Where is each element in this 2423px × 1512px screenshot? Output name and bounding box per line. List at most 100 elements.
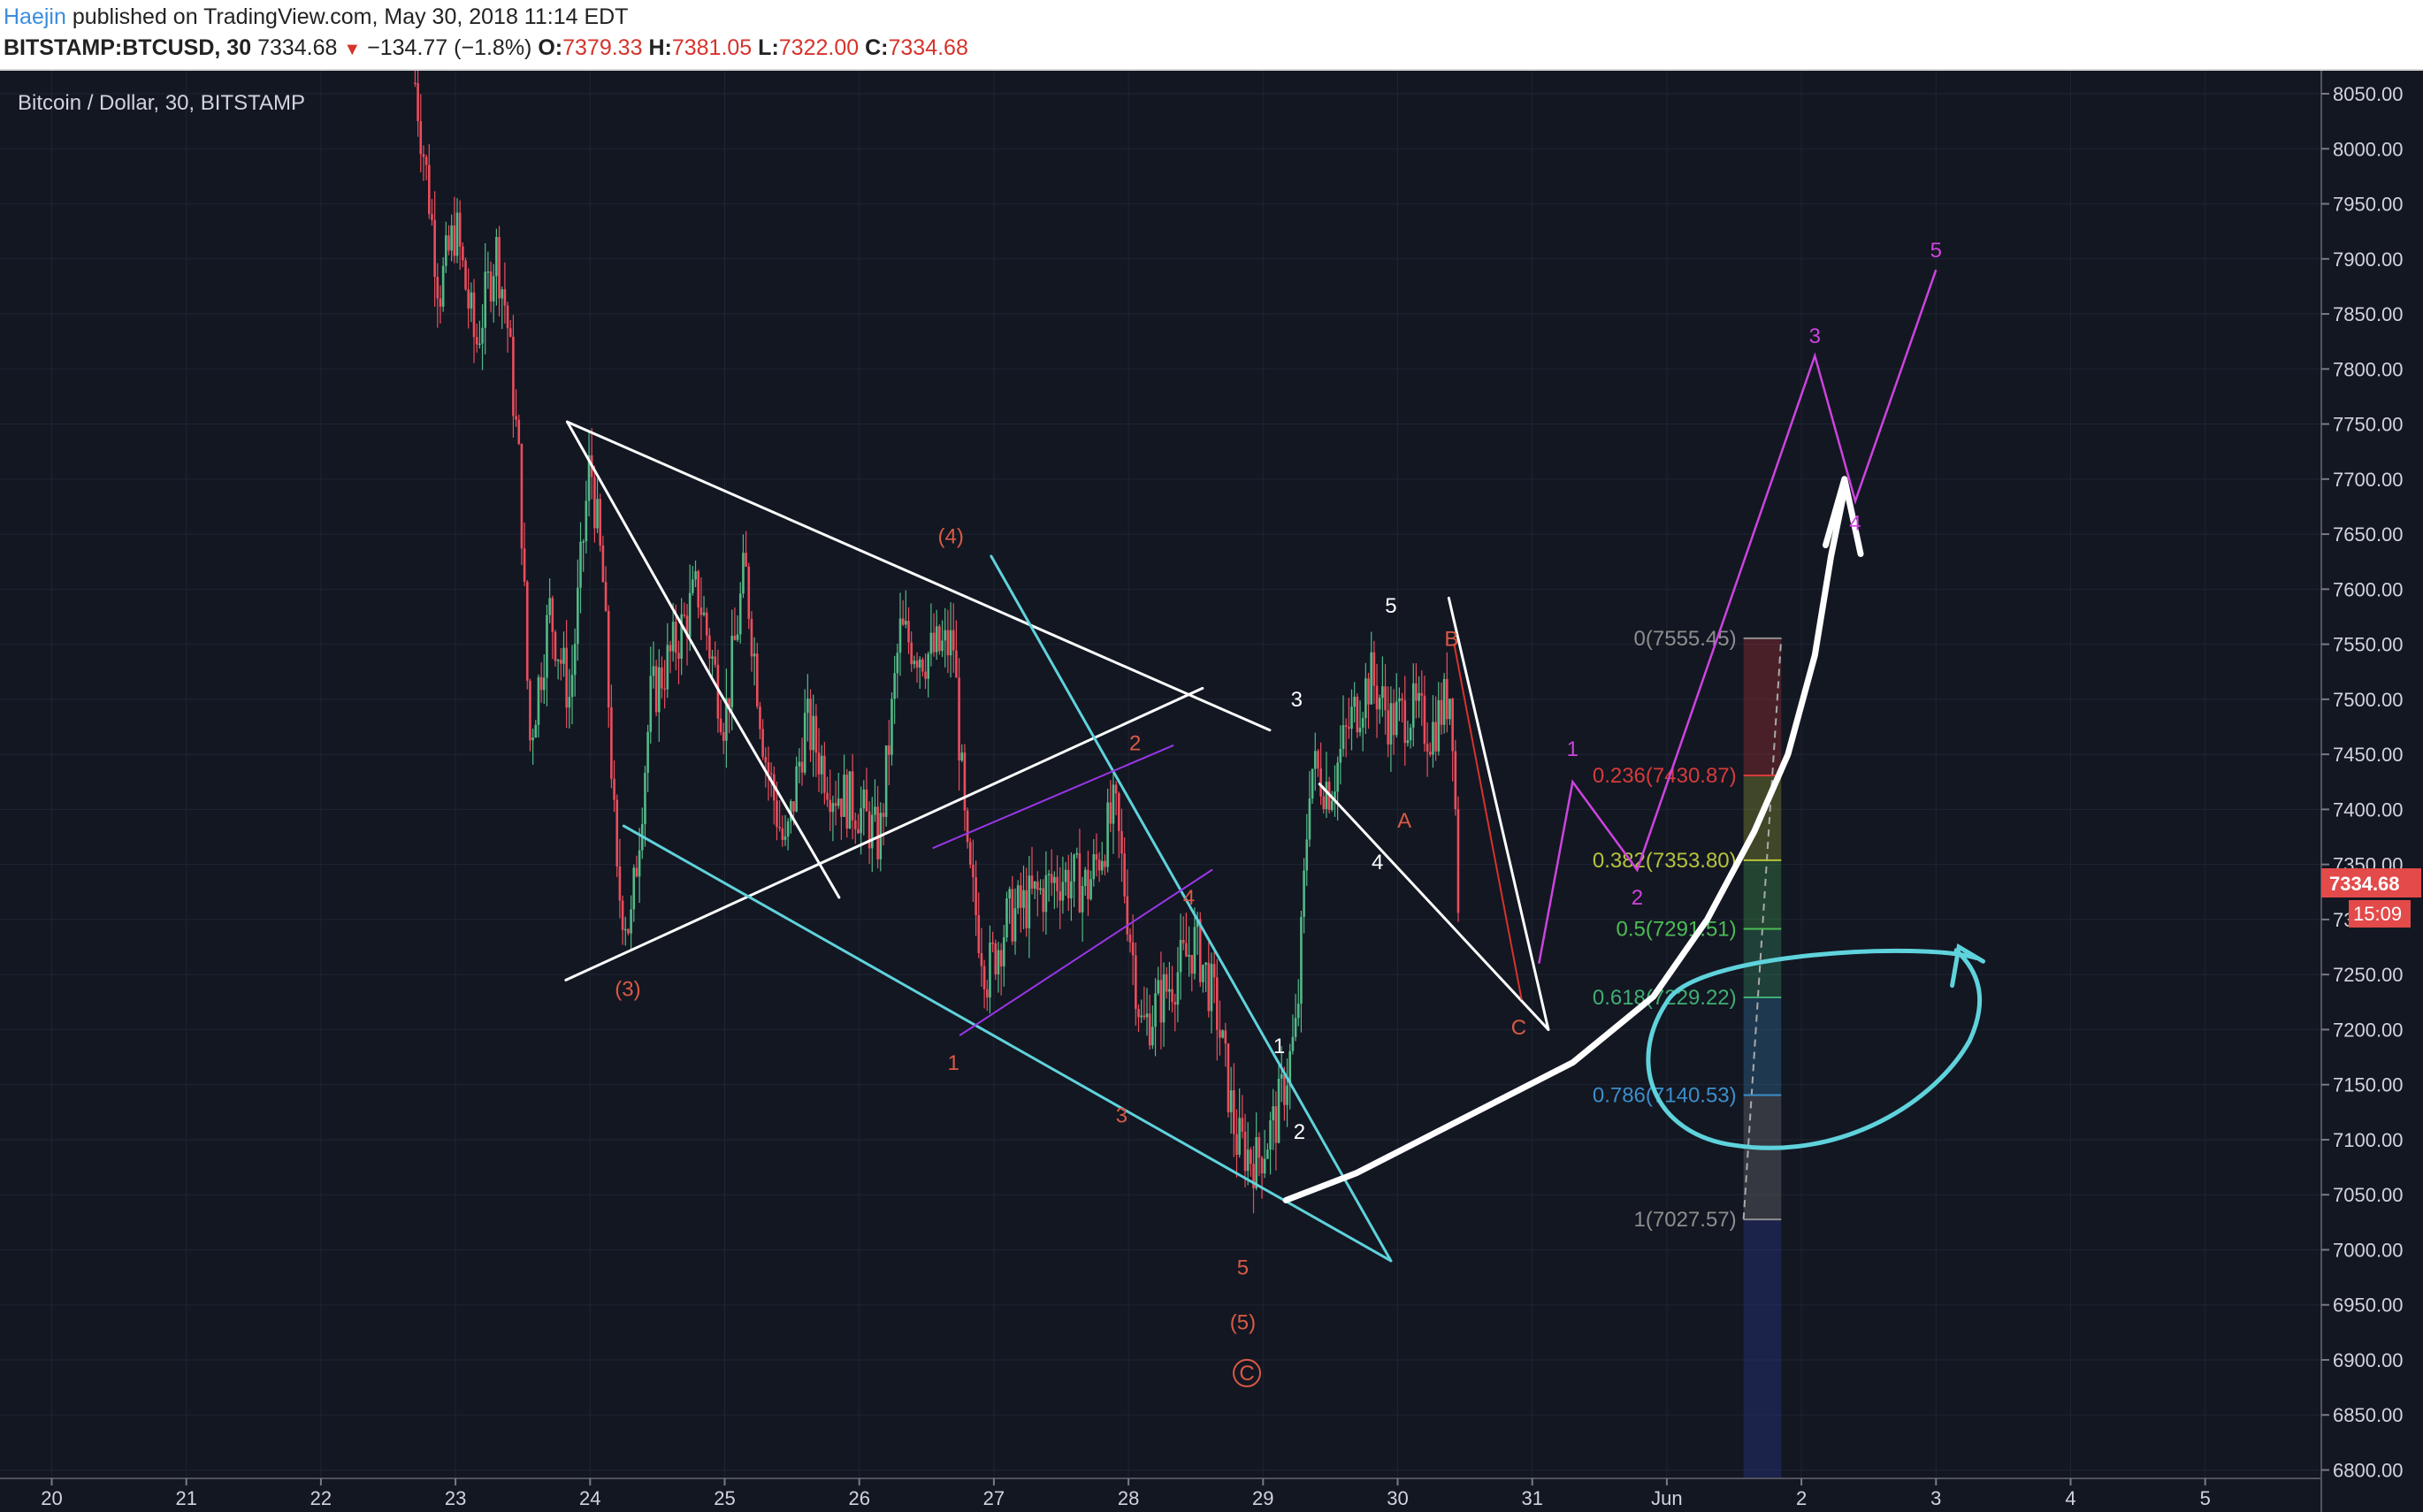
candle-up-body xyxy=(1221,1030,1224,1038)
candle-up-body xyxy=(803,713,806,773)
fib-band xyxy=(1743,1095,1782,1220)
candle-down-body xyxy=(515,416,517,420)
candle-down-body xyxy=(876,806,879,859)
candle-up-body xyxy=(1288,1050,1292,1086)
price-axis-panel[interactable] xyxy=(2321,71,2423,1512)
plot-area[interactable] xyxy=(0,71,2321,1512)
candle-down-body xyxy=(613,778,615,800)
candle-down-body xyxy=(1185,943,1188,957)
time-tick-label: 20 xyxy=(41,1487,62,1509)
price-tick-label: 7750.00 xyxy=(2333,414,2404,436)
candle-up-body xyxy=(913,661,916,665)
candle-down-body xyxy=(551,598,554,632)
candle-up-body xyxy=(1081,885,1084,913)
wave-label: C xyxy=(1511,1016,1526,1040)
candle-down-body xyxy=(1372,652,1376,686)
candle-up-body xyxy=(534,724,538,738)
candle-up-body xyxy=(644,773,646,825)
candle-up-body xyxy=(1406,740,1410,744)
price-axis[interactable]: 8050.00 8000.00 7950.00 7900.00 7850.00 7800.… xyxy=(2321,83,2404,1482)
candle-down-body xyxy=(851,771,854,821)
wave-label: 3 xyxy=(1291,688,1303,712)
candle-down-body xyxy=(901,618,905,625)
candle-up-body xyxy=(1311,768,1314,799)
candle-down-body xyxy=(1171,989,1173,1003)
candle-up-body xyxy=(730,635,734,707)
fib-level-label: 1(7027.57) xyxy=(1634,1208,1737,1232)
candle-up-body xyxy=(492,276,495,302)
fib-level-label: 0.382(7353.80) xyxy=(1593,849,1737,873)
candle-up-body xyxy=(798,761,801,767)
candle-down-body xyxy=(792,801,795,812)
candle-up-body xyxy=(1033,882,1036,889)
purple-channel-lower xyxy=(959,868,1213,1036)
price-tick-label: 7550.00 xyxy=(2333,634,2404,656)
candle-up-body xyxy=(1432,722,1434,755)
time-tick-label: 5 xyxy=(2200,1487,2211,1509)
time-tick-label: 21 xyxy=(175,1487,196,1509)
candle-up-body xyxy=(1353,696,1356,707)
candle-up-body xyxy=(573,644,577,676)
wave-label: 4 xyxy=(1849,512,1861,536)
price-change: −134.77 (−1.8%) xyxy=(367,35,532,60)
fib-band xyxy=(1743,997,1782,1096)
candle-up-body xyxy=(944,630,947,641)
candle-up-body xyxy=(478,343,481,346)
candle-down-body xyxy=(952,630,955,651)
price-chart[interactable]: 0(7555.45)0.236(7430.87)0.382(7353.80)0.… xyxy=(0,71,2423,1512)
candle-up-body xyxy=(753,653,756,657)
time-tick-label: 31 xyxy=(1521,1487,1542,1509)
candle-up-body xyxy=(671,622,675,652)
candle-down-body xyxy=(972,864,975,878)
candle-up-body xyxy=(694,570,697,580)
candle-down-body xyxy=(1114,784,1118,794)
candle-down-body xyxy=(1212,964,1216,978)
candle-down-body xyxy=(1392,703,1395,736)
candle-up-body xyxy=(702,612,706,615)
candle-up-body xyxy=(1246,1149,1250,1172)
candle-down-body xyxy=(1020,885,1022,908)
symbol-label[interactable]: BITSTAMP:BTCUSD, 30 xyxy=(4,35,252,60)
candle-up-body xyxy=(1300,916,1303,1004)
candle-up-body xyxy=(1334,791,1336,801)
cyan-circle-annotation xyxy=(1646,948,1983,1150)
low-value: 7322.00 xyxy=(778,35,860,60)
candle-up-body xyxy=(1196,919,1199,928)
candle-down-body xyxy=(1036,882,1039,890)
candle-down-body xyxy=(1319,768,1322,797)
candle-down-body xyxy=(436,277,440,299)
wave-label: 1 xyxy=(1273,1035,1285,1058)
candle-down-body xyxy=(809,699,812,751)
candle-up-body xyxy=(1083,869,1087,886)
time-axis[interactable]: 20 21 22 23 24 25 26 27 28 29 30 31 Jun 2 3 4 5 xyxy=(41,1478,2211,1509)
candle-down-body xyxy=(1252,1164,1255,1188)
author-link[interactable]: Haejin xyxy=(4,4,66,29)
candle-up-body xyxy=(1370,652,1372,705)
close-value: 7334.68 xyxy=(888,35,968,60)
candle-down-body xyxy=(424,157,428,165)
candle-down-body xyxy=(1227,1043,1230,1112)
candle-down-body xyxy=(498,236,501,299)
price-tick-label: 7100.00 xyxy=(2333,1129,2404,1151)
candle-down-body xyxy=(1059,890,1062,901)
candle-down-body xyxy=(1250,1149,1252,1165)
candle-up-body xyxy=(1263,1158,1266,1174)
wave-label: 3 xyxy=(1809,325,1821,348)
candle-down-body xyxy=(1384,686,1387,711)
fib-band-extension xyxy=(1743,1219,1782,1478)
candle-down-body xyxy=(447,235,450,251)
wave-label: (5) xyxy=(1230,1311,1256,1335)
candle-down-body xyxy=(826,792,829,800)
time-tick-label: 27 xyxy=(983,1487,1005,1509)
price-tick-label: 7500.00 xyxy=(2333,689,2404,711)
wave-label: 2 xyxy=(1129,732,1141,756)
candle-down-body xyxy=(907,621,910,643)
candle-down-body xyxy=(938,626,941,652)
candle-down-body xyxy=(654,666,658,713)
candle-down-body xyxy=(1087,869,1089,899)
candle-up-body xyxy=(820,755,823,775)
candle-up-body xyxy=(579,541,582,588)
candle-down-body xyxy=(1224,1030,1227,1044)
wave-label: 2 xyxy=(1294,1120,1305,1144)
candle-down-body xyxy=(1123,853,1126,897)
